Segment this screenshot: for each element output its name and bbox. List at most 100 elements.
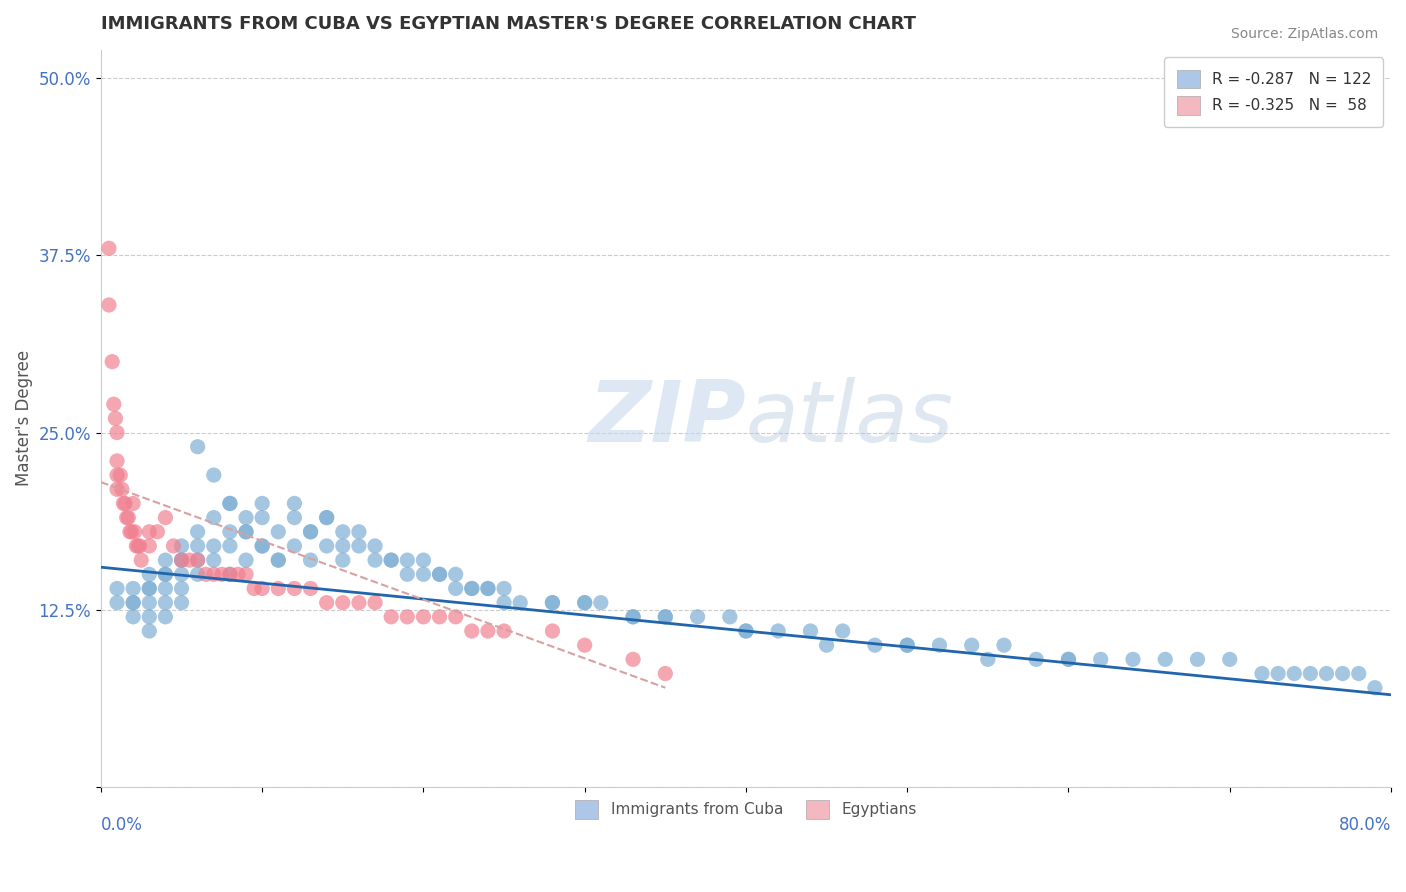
Point [477,624,499,638]
Point [541,596,564,610]
Point [243,582,266,596]
Point [960,638,983,652]
Point [138,524,160,539]
Point [202,567,225,582]
Point [574,638,596,652]
Point [138,582,160,596]
Point [155,582,177,596]
Point [105,454,128,468]
Point [928,638,950,652]
Point [735,624,758,638]
Point [112,496,135,510]
Point [187,440,209,454]
Point [444,610,467,624]
Point [380,553,402,567]
Point [211,567,233,582]
Point [654,610,676,624]
Point [219,539,242,553]
Point [332,524,354,539]
Point [267,553,290,567]
Point [105,582,128,596]
Point [187,539,209,553]
Point [509,596,531,610]
Point [114,496,136,510]
Point [1315,666,1337,681]
Point [896,638,918,652]
Point [993,638,1015,652]
Point [1122,652,1144,666]
Point [1284,666,1306,681]
Point [380,553,402,567]
Point [332,553,354,567]
Point [364,596,387,610]
Point [1299,666,1322,681]
Point [105,596,128,610]
Point [299,524,322,539]
Point [155,553,177,567]
Point [589,596,612,610]
Text: atlas: atlas [747,377,953,460]
Point [219,567,242,582]
Point [299,553,322,567]
Text: 80.0%: 80.0% [1339,816,1391,834]
Point [380,610,402,624]
Point [105,468,128,483]
Point [122,610,145,624]
Point [621,652,644,666]
Point [110,468,132,483]
Point [541,596,564,610]
Point [105,425,128,440]
Point [117,510,139,524]
Point [347,596,370,610]
Point [1267,666,1289,681]
Point [250,539,273,553]
Point [364,539,387,553]
Point [267,524,290,539]
Text: ZIP: ZIP [588,377,747,460]
Point [103,397,125,411]
Point [219,567,242,582]
Point [179,553,201,567]
Point [831,624,853,638]
Point [250,496,273,510]
Point [138,582,160,596]
Point [1187,652,1209,666]
Point [574,596,596,610]
Point [1057,652,1080,666]
Point [138,567,160,582]
Point [226,567,249,582]
Point [235,510,257,524]
Point [187,553,209,567]
Point [494,582,516,596]
Point [122,582,145,596]
Point [494,596,516,610]
Point [444,582,467,596]
Point [654,666,676,681]
Point [115,510,138,524]
Point [124,524,146,539]
Point [202,468,225,483]
Point [412,567,434,582]
Point [718,610,741,624]
Point [429,567,451,582]
Point [815,638,838,652]
Point [162,539,184,553]
Point [118,524,141,539]
Point [219,496,242,510]
Point [122,496,145,510]
Point [315,539,337,553]
Point [799,624,821,638]
Point [315,510,337,524]
Point [735,624,758,638]
Point [461,624,484,638]
Point [396,553,419,567]
Point [219,524,242,539]
Point [315,596,337,610]
Point [138,596,160,610]
Point [104,411,127,425]
Point [101,354,124,368]
Point [202,510,225,524]
Point [155,567,177,582]
Point [219,496,242,510]
Point [461,582,484,596]
